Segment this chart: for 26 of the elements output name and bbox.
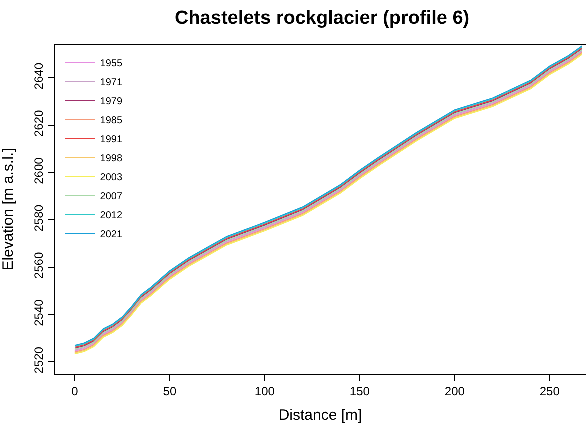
legend-label: 1971	[100, 78, 123, 89]
chart-title: Chastelets rockglacier (profile 6)	[174, 8, 470, 29]
y-tick-label: 2580	[32, 204, 46, 232]
legend-label: 2021	[100, 230, 123, 241]
x-tick-label: 50	[163, 384, 177, 398]
x-axis-title: Distance [m]	[278, 407, 362, 424]
y-tick-label: 2600	[32, 157, 46, 184]
legend-label: 1998	[100, 154, 123, 165]
x-tick-label: 150	[350, 384, 370, 398]
legend-label: 1991	[100, 134, 123, 146]
x-tick-label: 0	[72, 384, 79, 398]
x-tick-label: 200	[444, 384, 466, 398]
legend-label: 2003	[100, 172, 123, 184]
y-axis-title: Elevation [m a.s.l.]	[0, 148, 17, 271]
y-tick-label: 2640	[32, 62, 46, 90]
y-tick-label: 2520	[32, 346, 46, 374]
y-tick-label: 2620	[32, 110, 46, 138]
y-tick-label: 2560	[32, 252, 46, 280]
legend-label: 1985	[100, 116, 123, 127]
legend-label: 1979	[100, 96, 123, 108]
x-tick-label: 250	[540, 384, 560, 398]
y-tick-label: 2540	[32, 299, 46, 326]
x-tick-label: 100	[254, 384, 276, 398]
legend-label: 1955	[100, 58, 123, 70]
legend-label: 2007	[100, 192, 123, 203]
legend-label: 2012	[100, 210, 123, 222]
